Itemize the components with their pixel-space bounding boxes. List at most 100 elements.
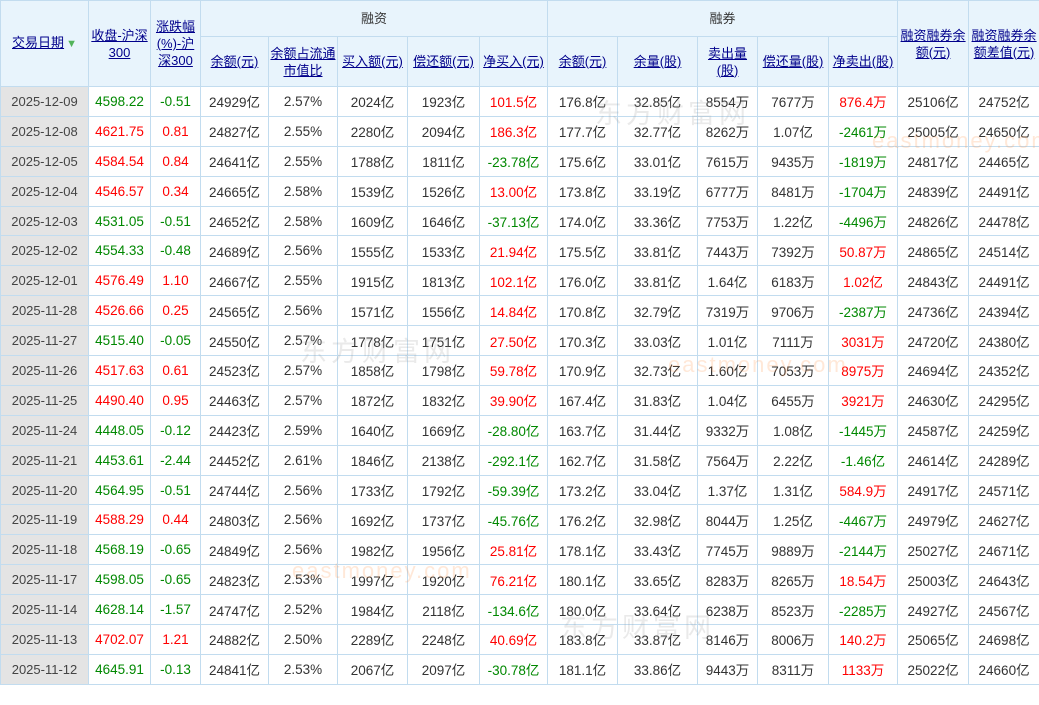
- cell-balance-diff: 24352亿: [968, 355, 1039, 386]
- cell-sec-sell: 8146万: [697, 624, 759, 655]
- cell-trade-date: 2025-12-08: [0, 115, 89, 147]
- cell-fin-net: 39.90亿: [478, 384, 549, 416]
- cell-change-pct: -0.51: [150, 474, 201, 506]
- cell-fin-ratio: 2.53%: [268, 653, 338, 685]
- cell-sec-sell: 8283万: [697, 564, 759, 596]
- col-header-fin-ratio[interactable]: 余额占流通市值比: [268, 36, 338, 87]
- cell-trade-date: 2025-11-26: [0, 355, 89, 386]
- cell-sec-repay: 7053万: [757, 355, 830, 386]
- cell-sec-volume: 33.04亿: [617, 474, 699, 506]
- cell-sec-repay: 8523万: [757, 594, 830, 626]
- col-header-sec-balance[interactable]: 余额(元): [547, 36, 619, 87]
- table-row: 2025-12-03 4531.05 -0.51 24652亿 2.58% 16…: [0, 205, 1039, 237]
- cell-sec-balance: 173.2亿: [547, 474, 619, 506]
- cell-fin-balance: 24652亿: [200, 205, 269, 237]
- cell-change-pct: -0.51: [150, 205, 201, 237]
- cell-close: 4576.49: [88, 265, 151, 297]
- cell-total-balance: 24587亿: [897, 414, 970, 446]
- cell-change-pct: -2.44: [150, 444, 201, 476]
- cell-sec-balance: 175.5亿: [547, 235, 619, 267]
- cell-close: 4702.07: [88, 624, 151, 655]
- cell-fin-ratio: 2.57%: [268, 325, 338, 357]
- cell-close: 4598.22: [88, 86, 151, 117]
- cell-sec-net: -2387万: [828, 295, 899, 327]
- col-header-sec-net[interactable]: 净卖出(股): [828, 36, 899, 87]
- group-header-financing: 融资: [199, 0, 549, 37]
- cell-close: 4628.14: [88, 594, 151, 626]
- cell-balance-diff: 24660亿: [968, 653, 1039, 685]
- cell-sec-sell: 6238万: [697, 594, 759, 626]
- cell-fin-buy: 2280亿: [337, 115, 408, 147]
- cell-fin-buy: 1858亿: [337, 355, 408, 386]
- cell-fin-net: 101.5亿: [478, 86, 549, 117]
- cell-fin-net: 76.21亿: [478, 564, 549, 596]
- cell-fin-buy: 1778亿: [337, 325, 408, 357]
- cell-trade-date: 2025-12-02: [0, 235, 89, 267]
- cell-trade-date: 2025-11-13: [0, 624, 89, 655]
- table-row: 2025-12-02 4554.33 -0.48 24689亿 2.56% 15…: [0, 235, 1039, 267]
- cell-sec-net: -1.46亿: [828, 444, 899, 476]
- col-header-balance-diff[interactable]: 融资融券余额差值(元): [968, 0, 1039, 87]
- cell-fin-repay: 2118亿: [407, 594, 480, 626]
- cell-balance-diff: 24465亿: [968, 145, 1039, 177]
- cell-fin-net: 59.78亿: [478, 355, 549, 386]
- cell-sec-sell: 8554万: [697, 86, 759, 117]
- cell-sec-volume: 33.64亿: [617, 594, 699, 626]
- cell-fin-buy: 1692亿: [337, 504, 408, 536]
- cell-fin-repay: 1813亿: [407, 265, 480, 297]
- cell-sec-volume: 33.03亿: [617, 325, 699, 357]
- cell-change-pct: 0.44: [150, 504, 201, 536]
- col-header-change-pct[interactable]: 涨跌幅(%)-沪深300: [150, 0, 201, 87]
- table-body: 2025-12-09 4598.22 -0.51 24929亿 2.57% 20…: [0, 86, 1039, 685]
- cell-balance-diff: 24627亿: [968, 504, 1039, 536]
- col-header-fin-repay[interactable]: 偿还额(元): [407, 36, 480, 87]
- cell-fin-net: 102.1亿: [478, 265, 549, 297]
- cell-fin-repay: 1811亿: [407, 145, 480, 177]
- cell-total-balance: 25022亿: [897, 653, 970, 685]
- col-header-close[interactable]: 收盘-沪深300: [88, 0, 151, 87]
- cell-sec-volume: 33.81亿: [617, 235, 699, 267]
- cell-fin-net: -45.76亿: [478, 504, 549, 536]
- col-header-sec-volume[interactable]: 余量(股): [617, 36, 699, 87]
- cell-sec-volume: 33.87亿: [617, 624, 699, 655]
- cell-fin-balance: 24452亿: [200, 444, 269, 476]
- cell-total-balance: 24720亿: [897, 325, 970, 357]
- cell-fin-buy: 1846亿: [337, 444, 408, 476]
- cell-balance-diff: 24643亿: [968, 564, 1039, 596]
- trade-date-sort-link[interactable]: 交易日期: [12, 35, 65, 50]
- cell-sec-net: -2144万: [828, 534, 899, 566]
- cell-close: 4448.05: [88, 414, 151, 446]
- cell-fin-repay: 1792亿: [407, 474, 480, 506]
- cell-fin-ratio: 2.52%: [268, 594, 338, 626]
- table-row: 2025-11-27 4515.40 -0.05 24550亿 2.57% 17…: [0, 325, 1039, 357]
- col-header-sec-sell[interactable]: 卖出量(股): [697, 36, 759, 87]
- cell-sec-balance: 173.8亿: [547, 175, 619, 207]
- col-header-fin-balance[interactable]: 余额(元): [200, 36, 269, 87]
- cell-balance-diff: 24650亿: [968, 115, 1039, 147]
- col-header-fin-net[interactable]: 净买入(元): [478, 36, 549, 87]
- cell-sec-balance: 174.0亿: [547, 205, 619, 237]
- cell-fin-ratio: 2.57%: [268, 86, 338, 117]
- cell-sec-volume: 31.58亿: [617, 444, 699, 476]
- cell-balance-diff: 24380亿: [968, 325, 1039, 357]
- cell-total-balance: 25065亿: [897, 624, 970, 655]
- cell-fin-balance: 24929亿: [200, 86, 269, 117]
- cell-trade-date: 2025-11-27: [0, 325, 89, 357]
- cell-sec-volume: 31.83亿: [617, 384, 699, 416]
- cell-total-balance: 24839亿: [897, 175, 970, 207]
- table-row: 2025-11-25 4490.40 0.95 24463亿 2.57% 187…: [0, 384, 1039, 416]
- cell-trade-date: 2025-11-12: [0, 653, 89, 685]
- col-header-sec-repay[interactable]: 偿还量(股): [757, 36, 830, 87]
- cell-change-pct: 0.95: [150, 384, 201, 416]
- col-header-fin-buy[interactable]: 买入额(元): [337, 36, 408, 87]
- cell-total-balance: 24979亿: [897, 504, 970, 536]
- table-row: 2025-11-17 4598.05 -0.65 24823亿 2.53% 19…: [0, 564, 1039, 596]
- cell-total-balance: 24817亿: [897, 145, 970, 177]
- col-header-total-balance[interactable]: 融资融券余额(元): [897, 0, 970, 87]
- cell-fin-net: -59.39亿: [478, 474, 549, 506]
- cell-sec-sell: 7745万: [697, 534, 759, 566]
- cell-fin-ratio: 2.56%: [268, 295, 338, 327]
- cell-fin-balance: 24667亿: [200, 265, 269, 297]
- col-header-trade-date[interactable]: 交易日期 ▼: [0, 0, 89, 87]
- cell-fin-balance: 24423亿: [200, 414, 269, 446]
